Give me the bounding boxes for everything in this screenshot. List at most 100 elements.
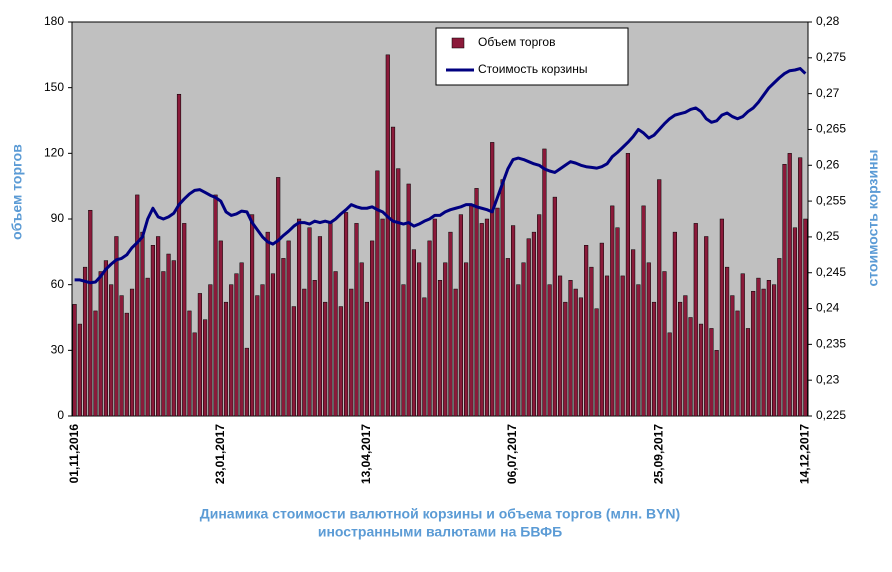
- bar: [792, 227, 798, 417]
- bar: [740, 273, 745, 417]
- bar: [364, 301, 369, 417]
- bar: [192, 332, 197, 417]
- x-tick-label: 13,04,2017: [359, 424, 373, 484]
- bar: [557, 275, 563, 417]
- bar: [615, 227, 620, 417]
- y2-tick-label: 0,27: [816, 86, 840, 100]
- bar: [385, 54, 390, 417]
- bar: [698, 323, 704, 417]
- bar: [349, 288, 354, 417]
- bar: [479, 223, 484, 417]
- y-tick-label: 60: [51, 277, 65, 291]
- bar: [484, 218, 490, 417]
- bar: [296, 218, 302, 417]
- legend-label: Стоимость корзины: [478, 62, 587, 76]
- bar: [145, 277, 150, 417]
- bar: [401, 284, 406, 417]
- bar: [662, 271, 667, 417]
- bar: [657, 179, 662, 417]
- bar: [646, 262, 651, 417]
- bar: [187, 310, 192, 417]
- bar: [182, 223, 187, 417]
- bar: [505, 258, 510, 417]
- bar: [333, 271, 338, 417]
- bar: [688, 317, 693, 417]
- bar: [766, 280, 771, 417]
- bar: [725, 266, 730, 417]
- bar: [98, 271, 103, 417]
- bar: [291, 306, 296, 417]
- bar: [584, 245, 589, 417]
- bar: [443, 262, 448, 417]
- bar: [156, 236, 161, 417]
- y2-tick-label: 0,26: [816, 157, 840, 171]
- y-tick-label: 0: [57, 408, 64, 422]
- y-tick-label: 30: [51, 343, 65, 357]
- bar: [176, 93, 182, 417]
- bar: [604, 275, 610, 417]
- bar: [260, 284, 265, 417]
- bar: [735, 310, 740, 417]
- bar: [82, 266, 88, 417]
- bar: [119, 295, 124, 417]
- bar: [521, 262, 526, 417]
- line: [74, 67, 807, 285]
- bar: [343, 212, 349, 417]
- bar: [771, 284, 777, 417]
- bar: [323, 301, 328, 417]
- bar: [693, 223, 698, 417]
- bar: [458, 214, 463, 417]
- bar: [683, 295, 688, 417]
- bar: [427, 240, 432, 417]
- bar: [730, 295, 735, 417]
- y-tick-label: 120: [44, 146, 64, 160]
- bar: [537, 214, 542, 417]
- bar: [464, 262, 469, 417]
- bar: [787, 153, 792, 417]
- bar: [474, 188, 479, 417]
- bar: [317, 236, 323, 417]
- bar: [124, 312, 129, 417]
- bar: [777, 258, 782, 417]
- bar: [203, 319, 208, 417]
- y2-tick-label: 0,23: [816, 372, 840, 386]
- bar: [380, 218, 385, 417]
- bar: [265, 231, 270, 417]
- bar: [312, 280, 317, 417]
- bar: [375, 170, 380, 417]
- bar: [396, 168, 401, 417]
- bar: [516, 284, 521, 417]
- bar: [197, 293, 202, 417]
- bar: [709, 328, 714, 417]
- bar: [411, 249, 416, 417]
- legend: Объем торгов Стоимость корзины: [435, 27, 629, 86]
- legend-label: Объем торгов: [478, 35, 555, 49]
- bar: [798, 157, 803, 417]
- bar: [109, 284, 114, 417]
- bar: [448, 231, 453, 417]
- y2-tick-label: 0,225: [816, 408, 846, 422]
- legend-box: [435, 27, 629, 86]
- y-tick-label: 150: [44, 80, 64, 94]
- bar: [103, 260, 109, 417]
- chart-title: иностранными валютами на БВФБ: [318, 524, 562, 540]
- bar: [359, 262, 364, 417]
- y2-axis-label: стоимость корзины: [865, 149, 881, 286]
- bar: [390, 126, 396, 417]
- bar: [161, 271, 166, 417]
- bar: [406, 183, 411, 417]
- bar: [714, 350, 719, 417]
- x-tick-label: 23,01,2017: [213, 424, 227, 484]
- y2-tick-label: 0,255: [816, 193, 846, 207]
- bar: [270, 273, 276, 417]
- bar: [135, 194, 140, 417]
- bar: [77, 323, 82, 417]
- legend-swatch: [451, 37, 465, 49]
- bar: [328, 223, 333, 417]
- bar: [547, 284, 552, 417]
- bar: [599, 242, 604, 417]
- bar: [667, 332, 672, 417]
- bar: [636, 284, 641, 417]
- bar: [239, 262, 244, 417]
